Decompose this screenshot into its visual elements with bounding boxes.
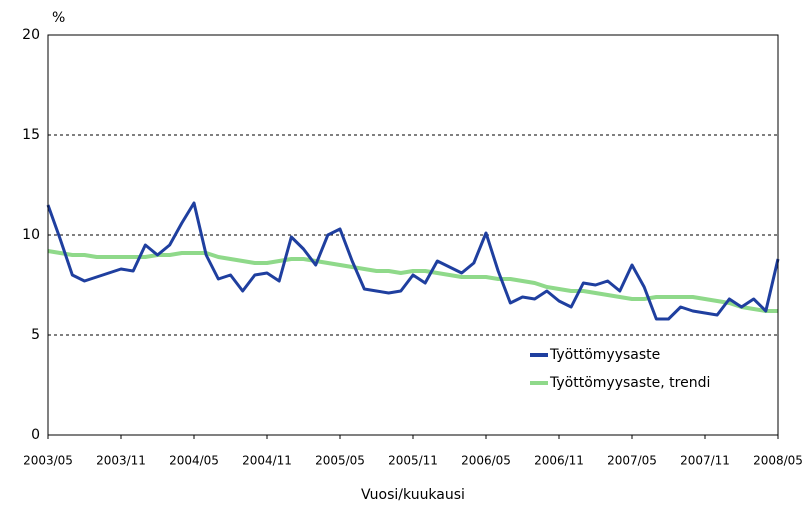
legend-label: Työttömyysaste, trendi xyxy=(549,375,710,391)
x-tick-label: 2003/05 xyxy=(23,454,73,468)
line-series xyxy=(47,249,778,313)
x-tick-label: 2003/11 xyxy=(96,454,146,468)
x-tick-label: 2004/11 xyxy=(242,454,292,468)
x-axis-title: Vuosi/kuukausi xyxy=(361,487,465,503)
legend-label: Työttömyysaste xyxy=(549,347,660,363)
y-tick-label: 20 xyxy=(22,27,40,43)
x-tick-label: 2005/11 xyxy=(388,454,438,468)
x-tick-label: 2005/05 xyxy=(315,454,365,468)
line-series xyxy=(46,201,780,321)
y-tick-label: 5 xyxy=(31,327,40,343)
y-tick-label: 10 xyxy=(22,227,40,243)
x-tick-label: 2008/05 xyxy=(753,454,803,468)
y-tick-label: 0 xyxy=(31,427,40,443)
x-tick-label: 2006/11 xyxy=(534,454,584,468)
x-tick-label: 2004/05 xyxy=(169,454,219,468)
x-tick-label: 2006/05 xyxy=(461,454,511,468)
y-unit: % xyxy=(52,10,65,26)
y-tick-label: 15 xyxy=(22,127,40,143)
plot-frame xyxy=(47,34,779,436)
x-tick-label: 2007/11 xyxy=(680,454,730,468)
x-tick-label: 2007/05 xyxy=(607,454,657,468)
